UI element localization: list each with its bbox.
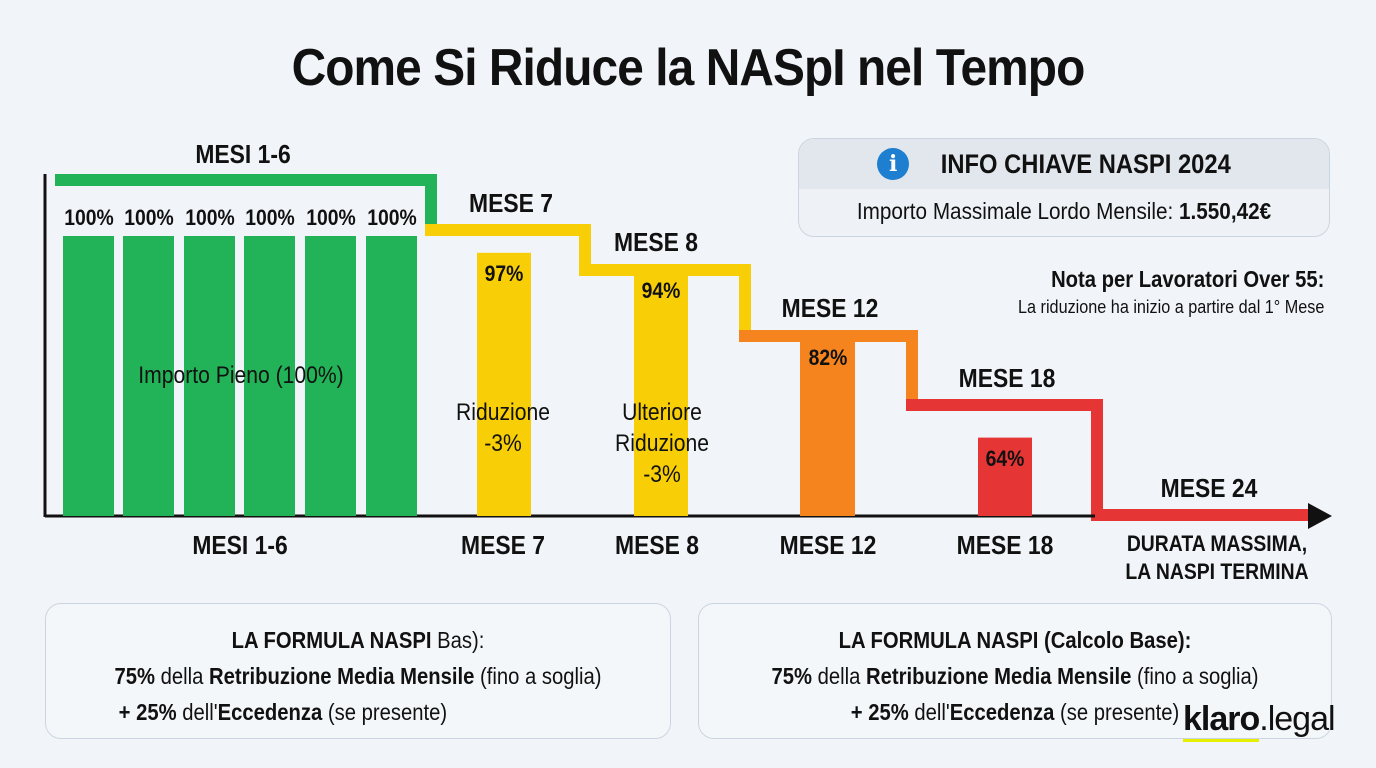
annotation-m7: Riduzione -3%	[456, 399, 550, 457]
bar-value-label: 100%	[305, 205, 356, 230]
note-over55: Nota per Lavoratori Over 55: La riduzion…	[1017, 266, 1324, 317]
step-label: MESE 12	[781, 293, 879, 323]
step-label: MESE 24	[1160, 473, 1258, 503]
bar-3	[184, 236, 235, 516]
step-line-segment-1	[55, 174, 437, 236]
step-line-segment-4	[906, 399, 1310, 521]
step-label: MESE 18	[958, 363, 1056, 393]
step-line-segment-2	[425, 224, 751, 336]
bar-value-label: 100%	[244, 205, 295, 230]
info-icon: i	[877, 148, 910, 180]
bar-1	[63, 236, 114, 516]
formula-box-left: LA FORMULA NASPI Bas): 75% della Retribu…	[45, 603, 671, 739]
step-label: MESE 8	[614, 227, 698, 257]
x-tick-label: MESE 8	[615, 530, 699, 560]
bar-10	[978, 437, 1032, 516]
bar-value-label: 100%	[184, 205, 235, 230]
info-box: i INFO CHIAVE NASPI 2024 Importo Massima…	[798, 138, 1330, 237]
bar-value-label: 100%	[366, 205, 417, 230]
bar-4	[244, 236, 295, 516]
x-tick-label: MESE 12	[779, 530, 877, 560]
bar-value-label: 64%	[985, 445, 1025, 471]
step-label: MESI 1-6	[195, 139, 291, 169]
page-title: Come Si Riduce la NASpI nel Tempo	[291, 39, 1086, 97]
bar-6	[366, 236, 417, 516]
bar-7	[477, 252, 531, 517]
info-row: Importo Massimale Lordo Mensile: 1.550,4…	[856, 198, 1272, 224]
bar-value-label: 100%	[63, 205, 114, 230]
bar-8	[634, 269, 688, 516]
bar-9	[800, 336, 855, 516]
end-label: DURATA MASSIMA, LA NASPI TERMINA	[1125, 531, 1309, 584]
x-tick-label: MESE 7	[461, 530, 545, 560]
bar-value-label: 100%	[123, 205, 174, 230]
bar-5	[305, 236, 356, 516]
x-tick-label: MESE 18	[956, 530, 1054, 560]
bar-value-label: 82%	[808, 344, 847, 370]
klaro-logo: klaro.legal	[1183, 700, 1336, 738]
info-heading: INFO CHIAVE NASPI 2024	[940, 148, 1232, 179]
bar-value-label: 97%	[484, 260, 524, 286]
bar-2	[123, 236, 174, 516]
annotation-m8: Ulteriore Riduzione -3%	[615, 399, 709, 488]
bar-value-label: 94%	[641, 277, 681, 303]
x-tick-label: MESI 1-6	[192, 530, 288, 560]
arrow-head-icon	[1308, 503, 1332, 529]
annotation-full: Importo Pieno (100%)	[138, 362, 344, 389]
step-label: MESE 7	[469, 188, 553, 218]
step-line-segment-3	[739, 330, 918, 405]
